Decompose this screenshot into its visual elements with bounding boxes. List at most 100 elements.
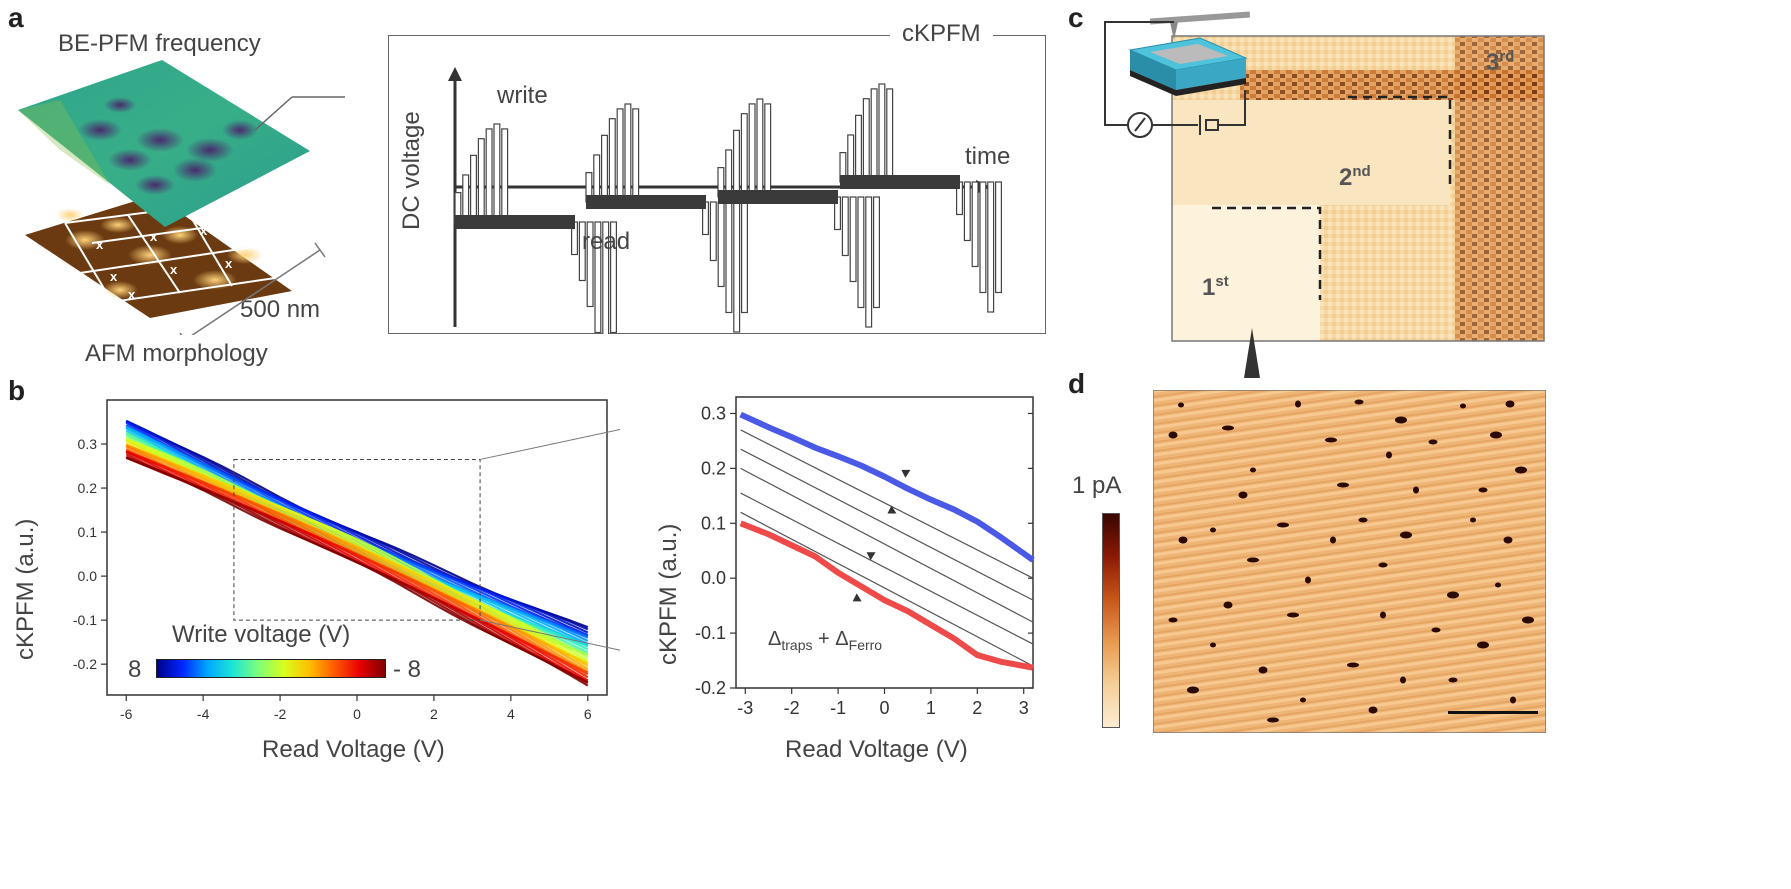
be-pfm-frequency-layer [18,60,310,227]
zoom-pointer-arrow [1244,328,1260,378]
inset-direction-arrow [887,505,897,514]
current-hotspot [1287,612,1299,618]
ckpfm-pulse [862,98,870,183]
current-hotspot [1515,466,1527,474]
main-chart-ytick-label: -0.1 [73,612,97,628]
afm-morphology-layer: x x x x x x x [25,195,292,318]
afm-title: AFM morphology [85,340,268,367]
current-hotspot [1447,591,1459,599]
ckpfm-pulse [610,221,618,334]
ckpfm-pulse [709,201,717,262]
dc-voltage-label: DC voltage [398,111,425,230]
inset-chart-xtick-label: 1 [926,698,936,718]
ckpfm-pulse [963,181,971,242]
current-hotspot [1378,562,1388,568]
current-hotspot [1431,627,1441,633]
ckpfm-pulse [748,103,756,198]
current-hotspot [1247,557,1259,563]
inset-chart-xtick-label: 3 [1019,698,1029,718]
current-hotspot [1347,662,1359,668]
ckpfm-pulse [485,128,493,223]
ckpfm-pulse [601,134,609,203]
svg-text:x: x [110,269,118,284]
current-hotspot [1448,677,1458,683]
current-hotspot [1495,582,1501,588]
ckpfm-pulse [857,196,865,309]
inset-chart-ytick-label: 0.0 [701,568,726,588]
inset-direction-arrow [852,593,862,602]
current-hotspot [1505,400,1515,408]
current-hotspot [1295,400,1301,408]
current-hotspot [1267,717,1279,723]
ckpfm-pulse [987,181,995,313]
current-map-c [1104,11,1545,342]
inset-blue-series [739,411,1035,563]
current-hotspot [1522,616,1534,624]
ckpfm-pulse [865,196,873,328]
scale-label-500nm: 500 nm [240,296,321,323]
ckpfm-pulse [586,221,594,308]
current-hotspot [1238,491,1248,499]
main-chart-xtick-label: -6 [120,706,133,722]
inset-chart-xtick-label: -2 [784,698,800,718]
current-hotspot [1325,437,1337,443]
current-hotspot [1277,522,1289,528]
delta-annotation: Δtraps + ΔFerro [768,628,883,653]
current-hotspot [1358,517,1368,523]
main-chart-series-line [125,449,589,682]
current-hotspot [1368,706,1378,714]
ckpfm-pulse [886,88,894,183]
current-hotspot [1354,399,1364,405]
current-map-d [1153,390,1546,733]
ckpfm-pulse [878,83,886,183]
zoom-connector-line [254,96,293,131]
svg-text:x: x [200,223,208,238]
inset-direction-arrow [866,552,876,561]
ckpfm-pulse [733,201,741,333]
current-hotspot [1395,416,1407,424]
inset-gray-line [740,511,1034,667]
main-chart-series-line [125,456,589,687]
ckpfm-pulse [632,108,640,203]
afm-tip-circuit-icon [1104,11,1251,138]
current-hotspot [1510,696,1516,704]
current-hotspot [1250,467,1256,473]
svg-text:x: x [96,237,104,252]
ckpfm-pulse [501,128,509,223]
current-hotspot [1386,451,1392,459]
current-hotspot [1178,402,1184,408]
ckpfm-read-bar [586,195,706,209]
ckpfm-pulse [578,221,586,282]
main-chart-ytick-label: 0.2 [78,480,98,496]
stacked-maps-illustration: x x x x x x x [18,60,345,335]
inset-gray-line [740,429,1034,579]
region-3-label: 3rd [1486,48,1515,76]
ckpfm-pulse [594,221,602,334]
current-hotspot [1305,576,1311,584]
current-hotspot [1470,517,1476,523]
region-1-label: 1st [1202,273,1229,301]
current-hotspot [1428,439,1438,445]
svg-text:x: x [170,262,178,277]
current-hotspot [1477,641,1489,649]
current-hotspot [1300,697,1306,703]
main-chart-xtick-label: -4 [197,706,210,722]
ckpfm-pulse [979,181,987,294]
ckpfm-pulse [624,103,632,203]
current-hotspot [1330,536,1336,544]
inset-chart-ylabel: cKPFM (a.u.) [655,523,682,665]
ckpfm-pulse [855,114,863,183]
ckpfm-pulse [493,123,501,223]
write-label: write [497,82,548,109]
inset-gray-line [740,467,1034,623]
ckpfm-diagram-frame [388,35,1046,334]
inset-chart-xlabel: Read Voltage (V) [785,736,968,763]
ckpfm-pulse [593,154,601,203]
panel-label-d: d [1068,368,1086,399]
ckpfm-diagram-title: cKPFM [890,20,993,48]
ckpfm-pulse [870,88,878,183]
region-1-boundary [1212,206,1322,300]
current-hotspot [1490,431,1502,439]
read-label: read [582,228,631,255]
ckpfm-pulse [717,201,725,288]
